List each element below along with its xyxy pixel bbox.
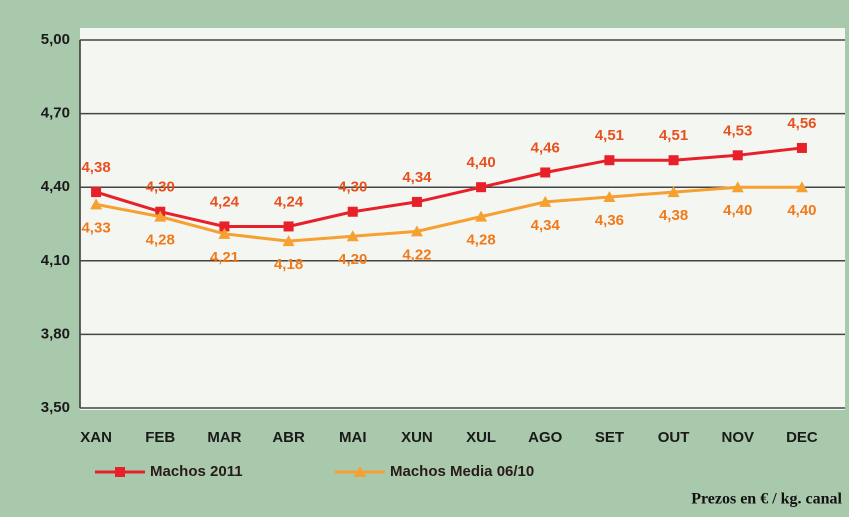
marker [795,181,808,193]
x-tick-label: NOV [721,429,754,446]
marker [410,225,423,237]
marker [796,142,807,153]
series-line [95,185,802,243]
marker [91,187,102,198]
x-tick-label: ABR [272,429,305,446]
marker [668,155,679,166]
x-tick-label: XUL [466,429,496,446]
data-label: 4,56 [787,115,816,132]
x-tick-label: XUN [401,429,433,446]
data-label: 4,30 [146,179,175,196]
marker [475,210,488,222]
x-tick-label: XAN [80,429,112,446]
data-label: 4,20 [338,251,367,268]
data-label: 4,40 [723,202,752,219]
x-tick-label: MAI [339,429,367,446]
data-label: 4,36 [595,212,624,229]
marker [604,155,615,166]
marker [411,196,422,207]
marker [539,195,552,207]
marker [218,227,231,239]
legend-label: Machos Media 06/10 [390,463,534,480]
data-label: 4,53 [723,122,752,139]
data-label: 4,30 [338,179,367,196]
legend-marker [115,467,125,477]
data-label: 4,34 [531,217,561,234]
data-label: 4,40 [466,154,495,171]
x-tick-label: OUT [658,429,690,446]
data-label: 4,33 [81,219,110,236]
footnote: Prezos en € / kg. canal [691,491,842,508]
data-label: 4,28 [146,232,175,249]
marker [346,230,359,242]
marker [282,235,295,247]
x-tick-label: MAR [207,429,241,446]
x-tick-label: FEB [145,429,175,446]
x-tick-label: AGO [528,429,563,446]
marker [731,181,744,193]
data-label: 4,22 [402,246,431,263]
y-tick-label: 4,40 [41,178,70,195]
data-label: 4,51 [659,127,688,144]
marker [476,182,487,193]
series-line [95,146,803,228]
x-tick-label: SET [595,429,624,446]
data-label: 4,21 [210,249,239,266]
data-label: 4,38 [659,207,688,224]
y-tick-label: 3,50 [41,399,70,416]
data-label: 4,18 [274,256,303,273]
data-label: 4,40 [787,202,816,219]
marker [732,150,743,161]
marker [283,221,294,232]
marker [603,191,616,203]
data-label: 4,38 [81,159,110,176]
y-tick-label: 4,70 [41,105,70,122]
y-tick-label: 3,80 [41,325,70,342]
marker [667,186,680,198]
data-label: 4,46 [531,139,560,156]
marker [90,198,103,210]
data-label: 4,51 [595,127,624,144]
marker [347,206,358,217]
legend-label: Machos 2011 [150,463,243,480]
marker [540,167,551,178]
marker [219,221,230,232]
marker [154,210,167,222]
data-label: 4,24 [210,193,240,210]
data-label: 4,34 [402,169,432,186]
legend-marker [354,466,366,477]
x-tick-label: DEC [786,429,818,446]
y-tick-label: 5,00 [41,31,70,48]
data-label: 4,24 [274,193,304,210]
y-tick-label: 4,10 [41,252,70,269]
plot-area [80,28,845,410]
data-label: 4,28 [466,232,495,249]
